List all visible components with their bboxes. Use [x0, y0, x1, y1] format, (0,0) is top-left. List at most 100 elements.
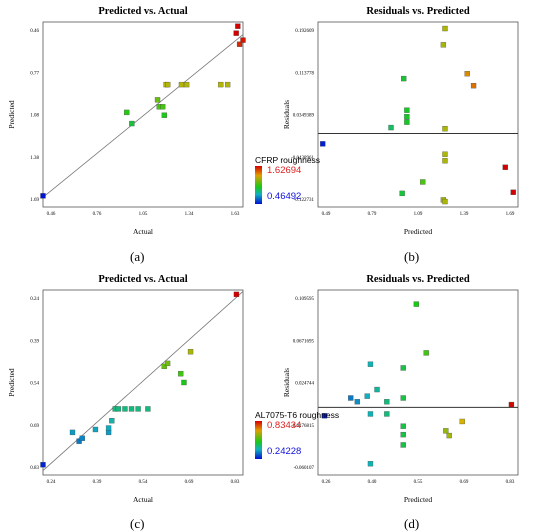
- y-tick-label: 0.69: [30, 424, 39, 429]
- legend-color-bar: [255, 421, 262, 459]
- x-axis-label: Actual: [133, 495, 153, 504]
- data-point: [178, 81, 185, 88]
- data-point: [92, 426, 99, 433]
- data-point: [442, 158, 448, 164]
- x-tick-label: 0.76: [93, 212, 102, 217]
- caption-d: (d): [404, 516, 420, 531]
- y-axis-label: Predicted: [7, 368, 16, 397]
- chart-title: Residuals vs. Predicted: [366, 274, 470, 285]
- data-point: [348, 395, 354, 401]
- x-tick-label: 0.46: [47, 212, 56, 217]
- data-point: [470, 83, 477, 89]
- data-point: [510, 189, 516, 195]
- data-point: [446, 432, 452, 439]
- chart-title: Residuals vs. Predicted: [366, 6, 470, 17]
- caption-b: (b): [404, 249, 420, 264]
- x-tick-label: 1.69: [506, 212, 515, 217]
- y-tick-label: 0.24: [30, 297, 39, 302]
- x-tick-label: 0.49: [322, 212, 331, 217]
- data-point: [442, 25, 448, 32]
- data-point: [400, 423, 406, 429]
- data-point: [442, 151, 448, 157]
- data-point: [109, 418, 115, 424]
- data-point: [79, 435, 85, 441]
- data-point: [105, 429, 112, 436]
- data-point: [122, 406, 128, 412]
- y-tick-label: -0.122731: [294, 198, 315, 203]
- data-point: [404, 107, 410, 113]
- data-point: [236, 41, 243, 47]
- caption-a: (a): [130, 249, 145, 264]
- data-point: [161, 112, 168, 118]
- data-point: [321, 413, 328, 419]
- data-point: [464, 71, 470, 77]
- x-tick-label: 0.54: [139, 480, 148, 485]
- x-tick-label: 1.63: [231, 212, 240, 217]
- data-point: [442, 198, 448, 205]
- data-point: [374, 386, 380, 393]
- y-tick-label: 0.46: [30, 29, 39, 34]
- x-tick-label: 1.05: [139, 212, 148, 217]
- y-axis-label: Residuals: [282, 368, 291, 397]
- data-point: [443, 428, 449, 434]
- x-tick-label: 0.26: [322, 480, 331, 485]
- y-tick-label: 0.113778: [295, 71, 314, 76]
- y-tick-label: 0.192609: [295, 29, 314, 34]
- plot-frame: [317, 289, 519, 476]
- data-point: [367, 461, 374, 467]
- data-point: [115, 406, 122, 412]
- x-tick-label: 0.55: [414, 480, 423, 485]
- data-point: [401, 75, 407, 82]
- chart-residuals-vs-predicted-cfrp: Residuals vs. Predicted Predicted Residual…: [282, 6, 519, 236]
- y-tick-label: 1.38: [30, 156, 39, 161]
- y-tick-label: 0.109595: [295, 297, 314, 302]
- chart-predicted-vs-actual-cfrp: Predicted vs. Actual Actual Predicted 0.46 0…: [7, 6, 246, 236]
- caption-c: (c): [130, 516, 145, 531]
- data-point: [129, 120, 135, 127]
- data-point: [367, 361, 374, 367]
- data-point: [105, 425, 112, 431]
- legend-min-value: 0.46492: [267, 191, 302, 202]
- y-tick-label: 1.69: [30, 198, 39, 203]
- data-point: [320, 141, 326, 147]
- x-tick-label: 1.09: [414, 212, 423, 217]
- data-point: [240, 37, 246, 43]
- data-point: [440, 42, 447, 48]
- x-tick-label: 0.79: [368, 212, 377, 217]
- data-point: [187, 349, 194, 355]
- data-point: [218, 81, 224, 88]
- data-point: [165, 81, 171, 88]
- data-point: [178, 371, 184, 377]
- data-point: [420, 179, 426, 185]
- data-point: [124, 109, 130, 116]
- data-point: [502, 164, 508, 170]
- data-point: [400, 431, 406, 438]
- y-tick-label: 0.77: [30, 71, 39, 76]
- y-tick-label: -0.0438961: [291, 156, 314, 161]
- data-point: [367, 411, 374, 417]
- legend-min-value: 0.24228: [267, 446, 302, 457]
- plot-frame: [317, 21, 519, 208]
- data-point: [183, 81, 190, 88]
- data-point: [181, 379, 187, 386]
- x-tick-label: 0.83: [231, 480, 240, 485]
- data-point: [423, 350, 429, 356]
- data-point: [400, 395, 406, 401]
- legend-max-value: 1.62694: [267, 165, 302, 176]
- data-point: [160, 104, 166, 110]
- chart-residuals-vs-predicted-al7075: Residuals vs. Predicted Predicted Residual…: [282, 274, 519, 504]
- x-tick-label: 0.69: [185, 480, 194, 485]
- reference-line: [42, 34, 244, 198]
- data-point: [233, 30, 239, 36]
- legend-max-value: 0.83434: [267, 420, 302, 431]
- y-tick-label: -0.060107: [294, 466, 315, 471]
- x-axis-label: Predicted: [404, 495, 433, 504]
- data-point: [459, 418, 465, 425]
- data-point: [154, 97, 161, 103]
- data-point: [161, 363, 167, 369]
- plot-frame: [42, 289, 244, 476]
- y-tick-label: 0.0349389: [293, 114, 315, 119]
- data-point: [364, 393, 370, 399]
- x-axis-label: Predicted: [404, 227, 433, 236]
- data-point: [354, 399, 360, 405]
